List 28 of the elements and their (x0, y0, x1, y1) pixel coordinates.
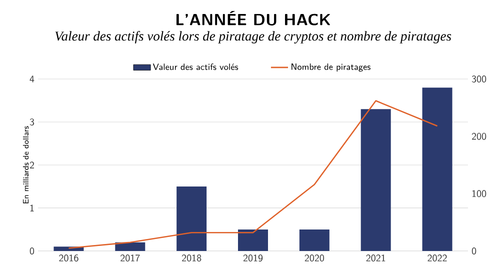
x-tick-label: 2022 (428, 254, 447, 262)
bar (422, 88, 452, 251)
x-tick-label: 2016 (59, 254, 78, 262)
x-tick-label: 2017 (120, 254, 140, 262)
x-tick-label: 2020 (304, 254, 324, 262)
y-tick-label: 0 (30, 247, 34, 254)
y-tick-label: 1 (30, 204, 34, 212)
x-tick-label: 2021 (366, 254, 386, 262)
y2-tick-label: 300 (472, 75, 486, 82)
chart-subtitle: Valeur des actifs volés lors de piratage de cryptos et nombre de piratages (55, 31, 452, 44)
y-tick-label: 2 (30, 162, 34, 168)
bar (299, 229, 330, 251)
y2-tick-label: 0 (472, 247, 476, 254)
bar (360, 109, 391, 251)
legend-label: Valeur des actifs volés (152, 64, 238, 70)
line-series (68, 100, 438, 249)
legend-label: Nombre de piratages (292, 64, 370, 72)
chart-title: L’ANNÉE DU HACK (176, 10, 330, 26)
y-tick-label: 3 (30, 118, 34, 126)
x-tick-label: 2018 (182, 254, 202, 262)
y-tick-label: 4 (30, 76, 34, 82)
y2-tick-label: 200 (472, 132, 486, 140)
y-axis-title: En milliards de dollars (22, 126, 29, 204)
bar (176, 186, 207, 251)
y2-tick-label: 100 (472, 190, 486, 198)
bar (115, 242, 146, 251)
bar (238, 229, 268, 251)
x-tick-label: 2019 (243, 254, 263, 262)
